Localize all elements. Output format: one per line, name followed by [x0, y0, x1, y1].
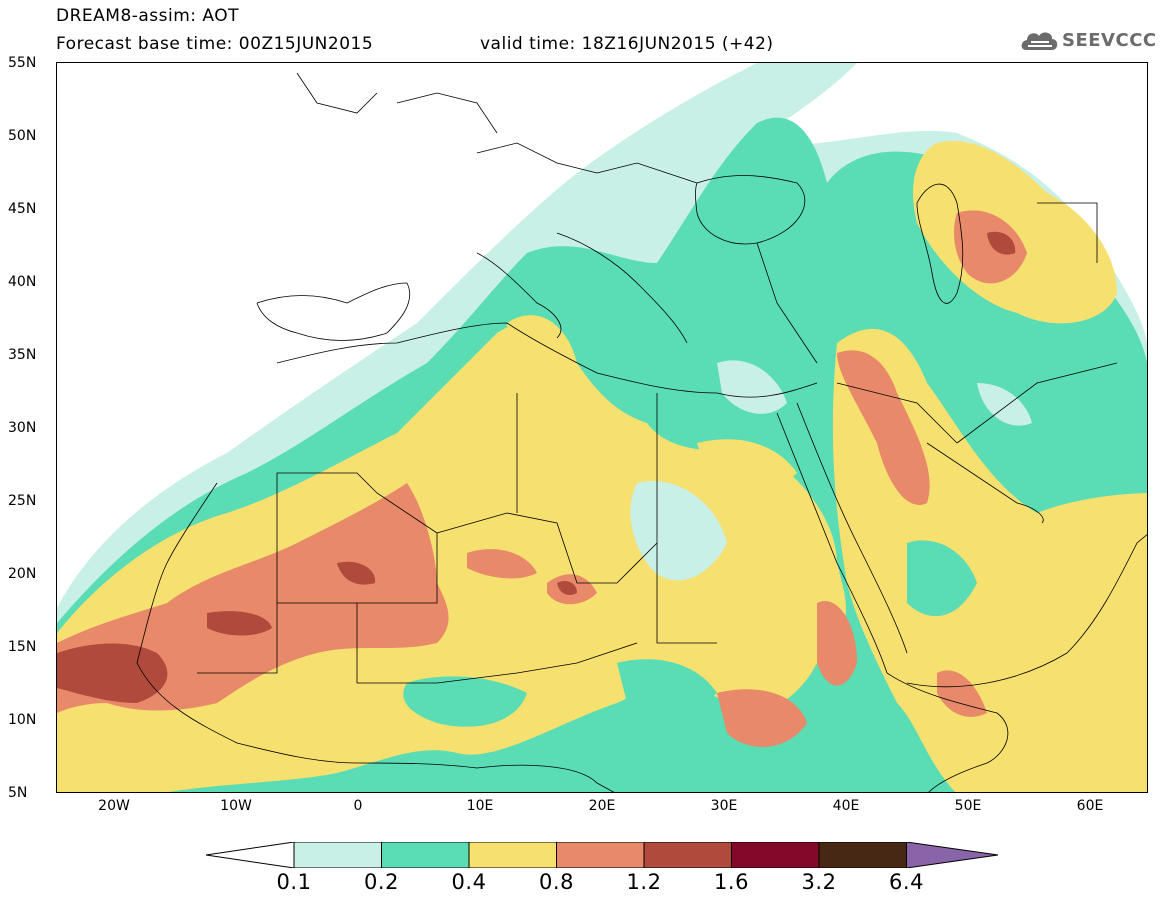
lat-label: 25N — [8, 493, 37, 509]
colorbar-label: 1.6 — [714, 870, 749, 894]
cloud-icon — [1021, 32, 1058, 50]
lat-label: 30N — [8, 420, 37, 436]
colorbar-box — [643, 842, 732, 868]
aot-hole-0.2-b — [907, 540, 977, 617]
aot-hole-0.2-c — [617, 659, 717, 710]
colorbar-label: 6.4 — [889, 870, 924, 894]
lon-label: 60E — [1076, 798, 1104, 814]
lat-label: 5N — [8, 785, 28, 801]
lon-label: 20W — [98, 798, 130, 814]
coastlines-svg — [136, 72, 1147, 792]
aot-band-0.8-center — [467, 549, 537, 579]
aot-band-0.8-sudan — [717, 689, 807, 747]
logo-text: SEEVCCC — [1062, 30, 1157, 51]
aot-band-1.2-senegal — [57, 643, 168, 703]
aot-band-0.4-libya — [507, 315, 577, 387]
lon-label: 30E — [710, 798, 738, 814]
colorbar-label: 0.2 — [364, 870, 399, 894]
aot-hole-0.1-c — [977, 383, 1032, 426]
aot-band-0.8-ethiopia — [817, 601, 857, 686]
lat-label: 15N — [8, 639, 37, 655]
map-title: DREAM8-assim: AOT — [56, 6, 240, 26]
lon-label: 10E — [466, 798, 494, 814]
colorbar-over-triangle — [906, 842, 998, 868]
colorbar-label: 0.1 — [276, 870, 312, 894]
valid-time: valid time: 18Z16JUN2015 (+42) — [480, 34, 774, 54]
lat-label: 50N — [8, 128, 37, 144]
colorbar-box — [468, 842, 557, 868]
colorbar-label: 1.2 — [626, 870, 662, 894]
aot-hole-0.1-a — [630, 481, 727, 581]
aot-band-1.2-mali — [207, 611, 272, 636]
lat-label: 20N — [8, 566, 37, 582]
lon-label: 20E — [588, 798, 616, 814]
aot-hole-0.2-a — [403, 676, 527, 727]
aot-field-svg — [57, 63, 1147, 792]
lat-label: 10N — [8, 712, 37, 728]
colorbar-box — [293, 842, 382, 868]
colorbar — [206, 842, 998, 868]
lon-label: 0 — [353, 798, 363, 814]
aot-map — [56, 62, 1148, 793]
aot-band-1.2-niger — [337, 561, 376, 585]
colorbar-under-triangle — [206, 842, 295, 868]
aot-band-0.8-caspian — [954, 210, 1027, 284]
colorbar-box — [556, 842, 645, 868]
lon-label: 10W — [220, 798, 252, 814]
aot-hole-0.1-b — [717, 360, 787, 414]
colorbar-box — [818, 842, 907, 868]
lon-label: 40E — [832, 798, 860, 814]
colorbar-label: 3.2 — [801, 870, 837, 894]
colorbar-box — [381, 842, 470, 868]
aot-band-0.4-east-sahara — [697, 439, 797, 485]
lat-label: 35N — [8, 347, 37, 363]
aot-band-1.2-caspian — [987, 231, 1016, 255]
lat-label: 45N — [8, 201, 37, 217]
seevccc-logo: SEEVCCC — [1018, 24, 1157, 58]
aot-band-1.2-tibesti — [557, 581, 577, 595]
lat-label: 40N — [8, 274, 37, 290]
aot-band-0.8-horn — [937, 670, 987, 717]
colorbar-label: 0.8 — [539, 870, 574, 894]
forecast-base-time: Forecast base time: 00Z15JUN2015 — [56, 34, 374, 54]
colorbar-label: 0.4 — [451, 870, 487, 894]
lat-label: 55N — [8, 55, 37, 71]
lon-label: 50E — [954, 798, 982, 814]
colorbar-box — [731, 842, 820, 868]
